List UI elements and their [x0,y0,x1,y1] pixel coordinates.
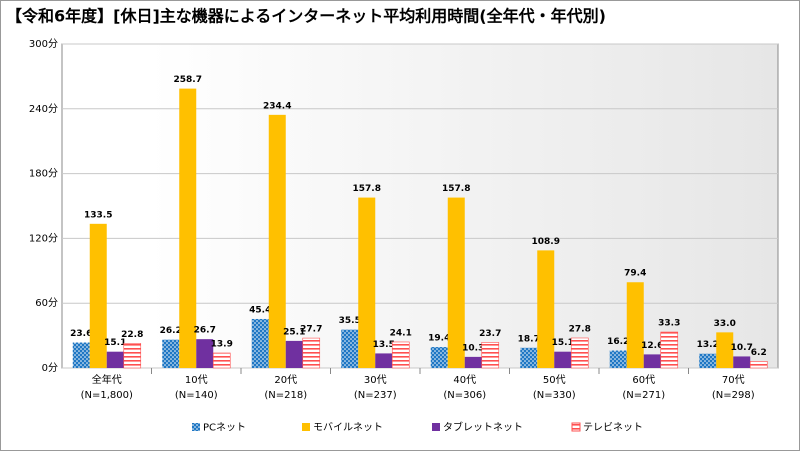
x-tick-label: 全年代 [92,373,122,386]
bar [481,342,500,369]
bar [537,250,555,368]
value-label: 33.0 [714,319,736,329]
legend-swatch [192,423,200,431]
x-tick-label: 30代 [364,374,387,386]
value-label: 157.8 [353,184,381,194]
x-tick-note: (N=298) [712,390,755,401]
value-label: 15.1 [104,338,126,348]
bar [212,352,231,369]
x-tick-label: 60代 [632,374,655,386]
x-tick-note: (N=218) [264,390,307,401]
value-label: 13.5 [373,340,395,350]
y-tick-label: 300分 [29,38,58,50]
value-label: 22.8 [121,330,143,340]
bar [520,347,538,368]
x-tick-label: 10代 [185,374,208,386]
x-tick-label: 70代 [722,374,745,386]
y-tick-label: 0分 [42,362,58,374]
bar [554,351,572,368]
bar [89,223,107,368]
bar [660,331,679,369]
x-tick-note: (N=271) [622,390,665,401]
bar [643,354,661,368]
value-label: 27.7 [300,325,322,335]
legend-swatch [432,423,440,431]
bar [268,114,286,369]
value-label: 27.8 [569,324,591,334]
bar [251,318,269,368]
x-tick-label: 40代 [453,374,476,386]
chart-title: 【令和6年度】[休日]主な機器によるインターネット平均利用時間(全年代・年代別) [6,7,606,26]
x-tick-note: (N=306) [443,390,486,401]
bar [749,361,768,369]
bar [358,197,376,368]
x-tick-note: (N=1,800) [81,390,133,401]
bar [196,339,214,368]
bar [464,356,482,368]
legend-label: PCネット [203,422,246,434]
bar [699,353,717,368]
x-tick-label: 20代 [274,374,297,386]
legend-swatch [571,422,581,432]
value-label: 23.6 [70,329,92,339]
bar [609,350,627,368]
value-label: 24.1 [390,328,412,338]
y-tick-label: 60分 [35,297,58,309]
value-label: 13.9 [211,339,233,349]
bar [570,337,589,369]
value-label: 6.2 [751,348,767,358]
bar [72,342,90,368]
value-label: 258.7 [174,75,202,85]
value-label: 26.2 [160,326,182,336]
value-label: 16.2 [607,337,629,347]
value-label: 15.1 [552,338,574,348]
legend-label: タブレットネット [443,421,523,434]
value-label: 35.5 [339,316,361,326]
bar [179,88,197,368]
bar [162,339,180,368]
value-label: 108.9 [532,237,560,247]
value-label: 33.3 [658,319,680,329]
legend-label: テレビネット [583,422,643,434]
value-label: 10.7 [731,343,753,353]
y-tick-label: 120分 [29,232,58,244]
bar [447,197,465,368]
bar [106,351,124,368]
legend-swatch [302,423,310,431]
bar [285,340,303,368]
y-tick-label: 240分 [29,103,58,115]
value-label: 23.7 [479,329,501,339]
value-label: 13.2 [697,340,719,350]
bar [123,343,142,369]
bar [716,332,734,368]
value-label: 45.4 [249,305,271,315]
bar [341,329,359,368]
value-label: 79.4 [624,269,646,279]
value-label: 234.4 [263,101,291,111]
y-tick-label: 180分 [29,168,58,180]
value-label: 10.3 [462,343,484,353]
bar [733,356,751,368]
bar [302,337,321,369]
x-tick-label: 50代 [543,374,566,386]
bar [430,347,448,368]
bar [391,341,410,369]
value-label: 19.4 [428,334,450,344]
x-tick-note: (N=330) [533,390,576,401]
value-label: 18.7 [518,334,540,344]
legend-label: モバイルネット [313,422,383,434]
bar [626,282,644,368]
value-label: 12.6 [641,341,663,351]
x-tick-note: (N=140) [175,390,218,401]
x-tick-note: (N=237) [354,390,397,401]
value-label: 157.8 [442,184,470,194]
value-label: 26.7 [194,326,216,336]
bar [375,353,393,368]
value-label: 133.5 [84,210,112,220]
value-label: 25.1 [283,327,305,337]
